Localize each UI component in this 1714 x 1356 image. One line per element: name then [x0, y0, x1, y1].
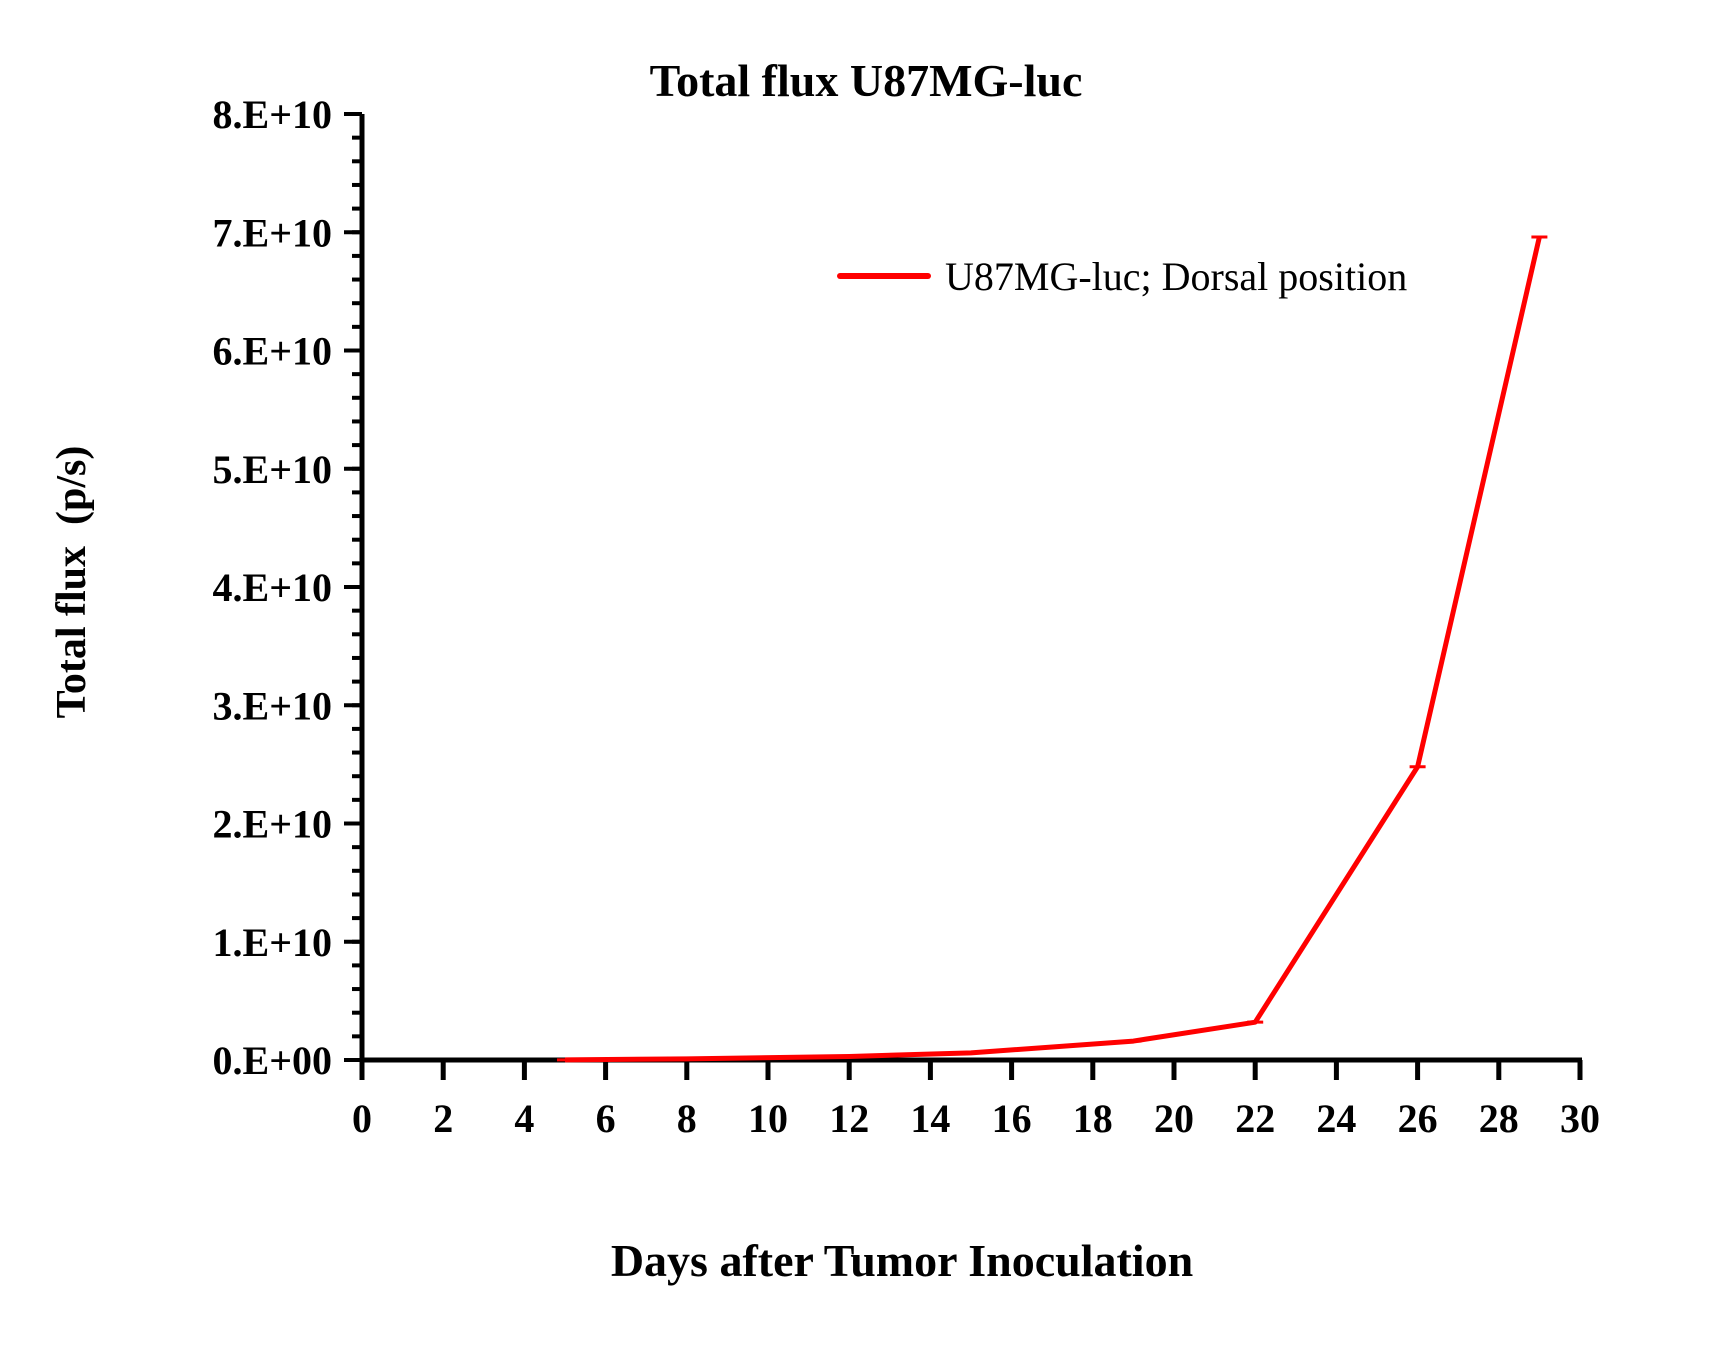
y-axis-label: Total flux (p/s) [49, 446, 95, 719]
x-tick-label: 4 [514, 1096, 534, 1141]
x-tick-label: 22 [1235, 1096, 1275, 1141]
legend-label: U87MG-luc; Dorsal position [945, 254, 1407, 299]
y-tick-label: 0.E+00 [213, 1038, 332, 1083]
x-tick-label: 24 [1316, 1096, 1356, 1141]
x-tick-label: 20 [1154, 1096, 1194, 1141]
x-tick-label: 2 [433, 1096, 453, 1141]
x-tick-label: 16 [992, 1096, 1032, 1141]
x-axis-label: Days after Tumor Inoculation [611, 1235, 1193, 1286]
y-tick-label: 7.E+10 [213, 210, 332, 255]
x-tick-label: 12 [829, 1096, 869, 1141]
y-tick-label: 8.E+10 [213, 92, 332, 137]
x-tick-label: 14 [910, 1096, 950, 1141]
y-tick-label: 1.E+10 [213, 920, 332, 965]
x-tick-label: 6 [596, 1096, 616, 1141]
x-tick-label: 26 [1398, 1096, 1438, 1141]
x-tick-label: 8 [677, 1096, 697, 1141]
chart-title: Total flux U87MG-luc [650, 55, 1083, 106]
x-tick-label: 0 [352, 1096, 372, 1141]
x-tick-label: 30 [1560, 1096, 1600, 1141]
x-tick-label: 10 [748, 1096, 788, 1141]
y-tick-label: 2.E+10 [213, 802, 332, 847]
x-tick-label: 18 [1073, 1096, 1113, 1141]
series-line [564, 236, 1542, 1063]
y-tick-label: 5.E+10 [213, 447, 332, 492]
legend: U87MG-luc; Dorsal position [837, 254, 1407, 299]
series-group [557, 235, 1548, 1063]
y-ticks: 0.E+00 1.E+10 2.E+10 3.E+10 4.E+10 5.E+10 6.E+… [213, 92, 362, 1083]
x-ticks: 0 2 4 6 8 10 12 14 16 18 20 22 24 26 28 30 [352, 1060, 1600, 1141]
y-tick-label: 3.E+10 [213, 683, 332, 728]
x-tick-label: 28 [1479, 1096, 1519, 1141]
y-tick-label: 6.E+10 [213, 329, 332, 374]
y-tick-label: 4.E+10 [213, 565, 332, 610]
